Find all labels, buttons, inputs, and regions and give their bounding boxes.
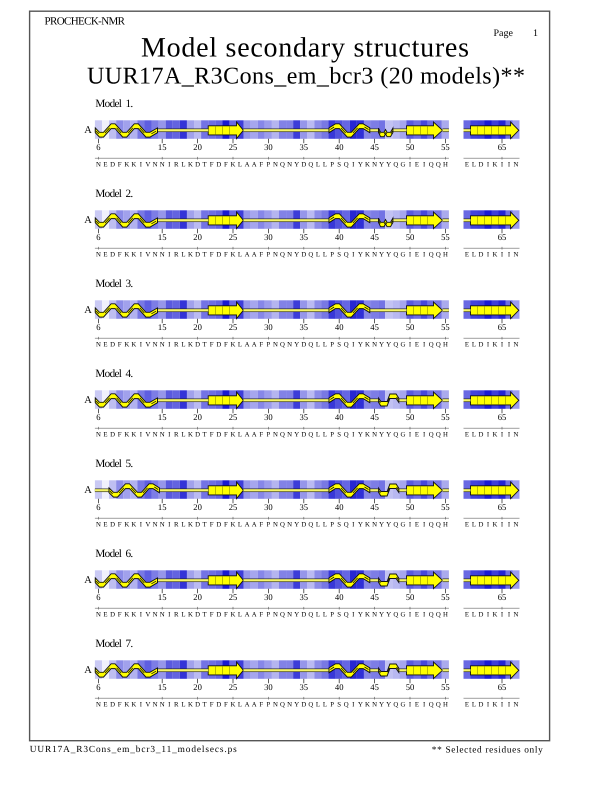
svg-text:Model 6.: Model 6. bbox=[95, 548, 133, 560]
svg-text:Model 7.: Model 7. bbox=[95, 638, 133, 650]
svg-text:1: 1 bbox=[533, 28, 538, 39]
svg-text:** Selected residues only: ** Selected residues only bbox=[432, 746, 543, 756]
svg-text:Model secondary structures: Model secondary structures bbox=[141, 33, 469, 64]
svg-text:Model 4.: Model 4. bbox=[95, 368, 133, 380]
svg-text:UUR17A_R3Cons_em_bcr3 (20 mode: UUR17A_R3Cons_em_bcr3 (20 models)** bbox=[87, 64, 525, 90]
svg-text:Model 5.: Model 5. bbox=[95, 458, 133, 470]
svg-text:Model 1.: Model 1. bbox=[95, 98, 133, 110]
svg-text:Model 2.: Model 2. bbox=[95, 188, 133, 200]
svg-text:PROCHECK-NMR: PROCHECK-NMR bbox=[45, 16, 126, 28]
svg-text:Page: Page bbox=[494, 28, 514, 39]
svg-text:UUR17A_R3Cons_em_bcr3_11_model: UUR17A_R3Cons_em_bcr3_11_modelsecs.ps bbox=[30, 745, 237, 755]
svg-text:Model 3.: Model 3. bbox=[95, 278, 133, 290]
